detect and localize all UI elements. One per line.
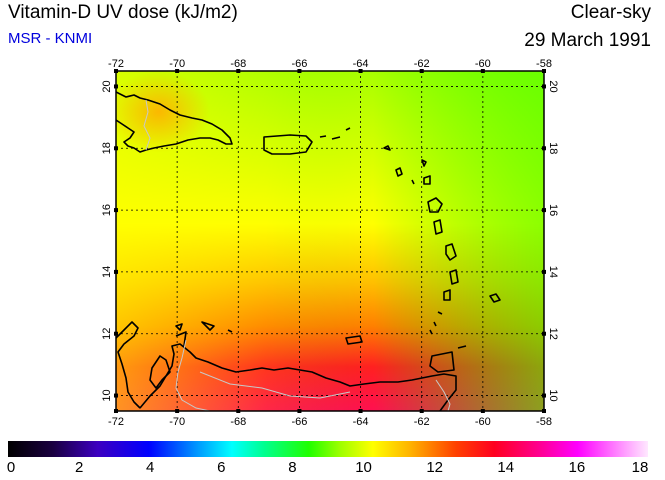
lon-tick-label-bottom: -66: [291, 416, 307, 428]
lon-tick-label-top: -66: [291, 58, 307, 70]
coastlines: [116, 91, 501, 411]
lat-tick-label-left: 16: [101, 204, 113, 216]
hispaniola-coast: [116, 91, 233, 153]
colorbar-tick-label: 0: [6, 459, 16, 476]
lon-tick-label-top: -60: [475, 58, 491, 70]
graticule: [116, 71, 544, 411]
lat-tick-label-right: 12: [547, 328, 559, 340]
guadeloupe-coast: [427, 197, 443, 213]
lon-tick-label-top: -64: [353, 58, 369, 70]
dominica-coast: [433, 219, 443, 235]
lat-tick-label-right: 18: [547, 142, 559, 154]
colorbar-gradient: [8, 441, 648, 457]
lat-tick-label-left: 12: [101, 328, 113, 340]
haiti-dr-border: [143, 99, 151, 151]
lon-tick-label-top: -58: [536, 58, 552, 70]
colorbar-tick-label: 12: [426, 459, 443, 476]
tobago-coast: [457, 345, 467, 349]
puerto-rico-coast: [263, 134, 313, 155]
aruba-coast: [175, 323, 183, 331]
lon-tick-label-top: -62: [414, 58, 430, 70]
frame-ticks: [114, 69, 546, 413]
colorbar-tick-label: 6: [217, 459, 226, 476]
map-frame: [115, 70, 545, 412]
lesser-antilles-coast-2: [411, 159, 427, 185]
venezuela-guyana-border: [435, 379, 451, 411]
dose-field: [116, 71, 544, 411]
colorbar-tick-label: 2: [74, 459, 84, 476]
uv-dose-map: -72 -72 -70 -70 -68 -68 -66 -66 -64 -64 -62 -62 -60 -…: [101, 58, 559, 428]
map-title: Vitamin-D UV dose (kJ/m2): [8, 2, 238, 23]
colorbar-tick-label: 14: [497, 459, 515, 476]
st-lucia-coast: [449, 269, 459, 285]
south-america-coast: [116, 321, 457, 411]
axis-tick-labels: -72 -72 -70 -70 -68 -68 -66 -66 -64 -64 -62 -62 -60 -…: [101, 58, 559, 428]
lat-tick-label-right: 14: [547, 266, 559, 278]
lon-tick-label-top: -72: [108, 58, 124, 70]
lon-tick-label-bottom: -72: [108, 416, 124, 428]
lon-tick-label-bottom: -60: [475, 416, 491, 428]
lon-tick-label-bottom: -64: [353, 416, 369, 428]
venezuela-interior-border: [199, 371, 351, 399]
lon-tick-label-bottom: -70: [169, 416, 185, 428]
colorbar-tick-label: 8: [288, 459, 297, 476]
lat-tick-label-left: 10: [101, 389, 113, 401]
lesser-antilles-coast-1: [395, 167, 403, 177]
lesser-antilles-coast-3: [423, 175, 431, 185]
source-label: MSR - KNMI: [8, 30, 93, 47]
lat-tick-label-left: 14: [101, 266, 113, 278]
date-label: 29 March 1991: [524, 30, 651, 51]
lon-tick-label-bottom: -62: [414, 416, 430, 428]
lat-tick-label-left: 18: [101, 142, 113, 154]
barbados-coast: [489, 293, 501, 303]
martinique-coast: [445, 243, 457, 261]
lon-tick-label-bottom: -58: [536, 416, 552, 428]
guajira-coast: [175, 331, 187, 347]
curacao-coast: [201, 321, 233, 333]
lon-tick-label-bottom: -68: [230, 416, 246, 428]
country-borders: [143, 99, 451, 411]
colorbar-tick-label: 18: [631, 459, 649, 476]
lat-tick-label-right: 10: [547, 389, 559, 401]
lat-tick-label-right: 20: [547, 80, 559, 92]
colorbar-tick-label: 10: [355, 459, 372, 476]
st-vincent-coast: [443, 289, 451, 301]
margarita-coast: [345, 335, 363, 345]
virgin-islands-coast: [319, 127, 351, 140]
lon-tick-label-top: -68: [230, 58, 246, 70]
colorbar-tick-label: 16: [568, 459, 586, 476]
lat-tick-label-left: 20: [101, 80, 113, 92]
colorbar-tick-label: 4: [146, 459, 155, 476]
lake-maracaibo-coast: [149, 355, 171, 389]
anguilla-coast: [383, 145, 391, 151]
lon-tick-label-top: -70: [169, 58, 185, 70]
trinidad-coast: [429, 351, 455, 373]
lat-tick-label-right: 16: [547, 204, 559, 216]
colorbar: [8, 441, 648, 457]
colombia-venezuela-border: [175, 339, 211, 411]
sky-condition-label: Clear-sky: [570, 2, 651, 23]
grenadines-coast: [429, 311, 443, 335]
